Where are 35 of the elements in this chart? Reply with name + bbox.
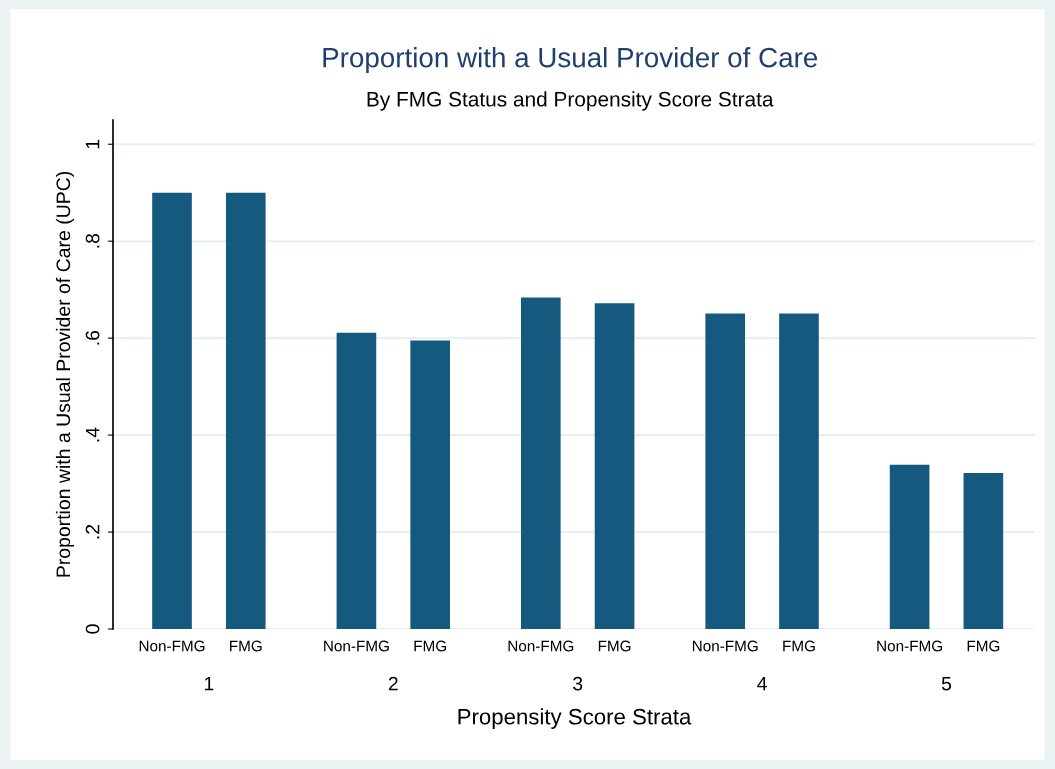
y-tick-label: .8 (85, 233, 100, 248)
x-tick-label: 2 (388, 676, 398, 691)
y-tick-label: .2 (85, 524, 100, 539)
x-tick-label: 4 (757, 676, 767, 691)
text: FMG (783, 640, 815, 652)
bar (594, 303, 635, 629)
bar (779, 313, 819, 629)
series-label: FMG (230, 640, 262, 652)
bar (152, 192, 192, 629)
text: Non-FMG (692, 640, 758, 652)
y-tick-label: .6 (85, 330, 100, 345)
x-tick-label: 5 (941, 676, 952, 691)
text: FMG (414, 640, 446, 652)
bar (520, 297, 561, 629)
x-tick-label: 3 (573, 676, 583, 691)
bar (225, 192, 266, 629)
text: Non-FMG (877, 640, 942, 652)
series-label: Non-FMG (139, 640, 205, 652)
text: FMG (598, 640, 631, 652)
bar (705, 313, 746, 629)
text: Non-FMG (324, 640, 389, 652)
bar (889, 464, 930, 629)
bar (336, 332, 377, 629)
y-tick-label: 1 (85, 139, 100, 149)
text: FMG (967, 640, 1000, 652)
chart-subtitle: By FMG Status and Propensity Score Strata (367, 91, 774, 111)
x-axis-title: Propensity Score Strata (458, 708, 692, 729)
chart-title: Proportion with a Usual Provider of Care (323, 47, 818, 73)
text: Non-FMG (508, 640, 574, 652)
y-tick-label: 0 (85, 624, 100, 634)
y-tick-label: .4 (85, 427, 100, 442)
x-tick-label: 1 (204, 676, 214, 691)
y-axis-title: Proportion with a Usual Provider of Care (UPC) (55, 172, 75, 577)
bar (963, 472, 1004, 629)
bar (410, 340, 450, 629)
